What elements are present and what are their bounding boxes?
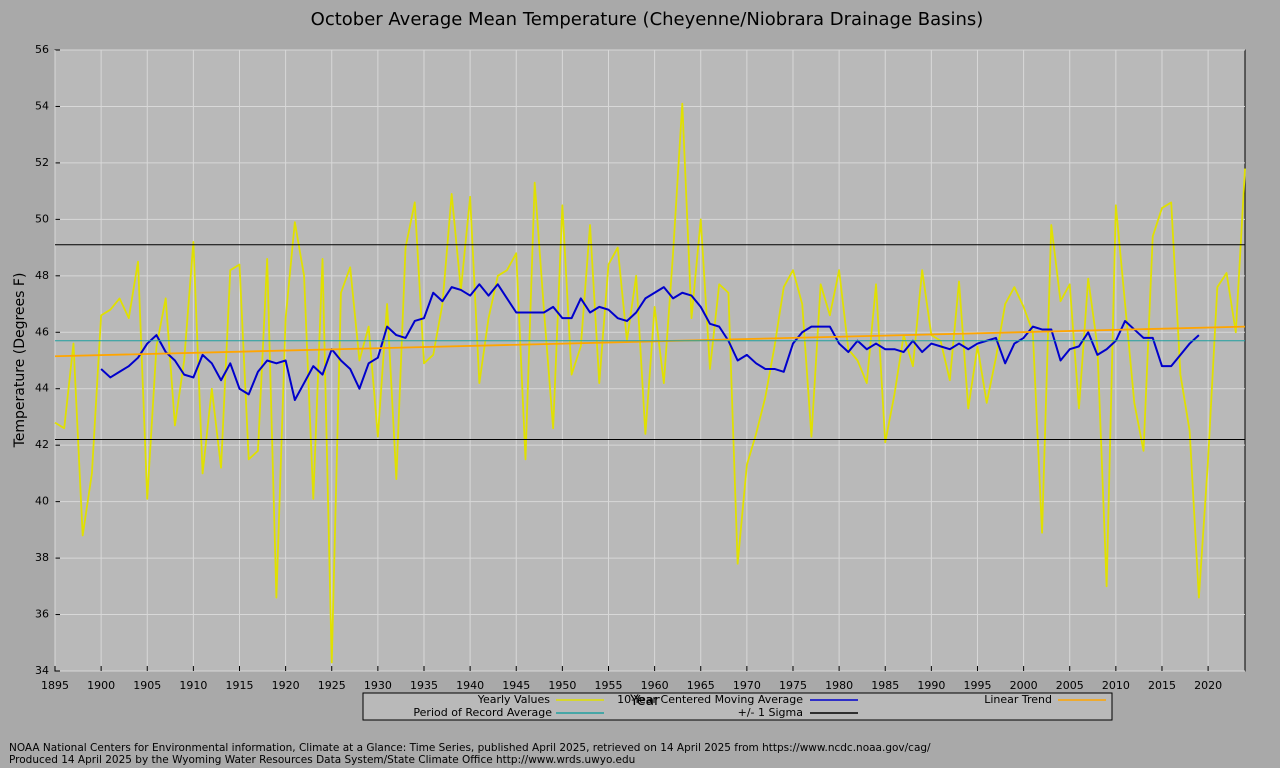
- y-tick-label: 48: [35, 269, 49, 282]
- y-tick-label: 52: [35, 156, 49, 169]
- x-tick-label: 1950: [548, 679, 576, 692]
- y-tick-label: 38: [35, 551, 49, 564]
- y-tick-label: 44: [35, 382, 49, 395]
- x-tick-label: 1905: [133, 679, 161, 692]
- x-tick-label: 1970: [733, 679, 761, 692]
- x-tick-label: 1955: [594, 679, 622, 692]
- x-tick-label: 1910: [179, 679, 207, 692]
- x-tick-label: 1985: [871, 679, 899, 692]
- x-tick-label: 1995: [963, 679, 991, 692]
- legend-label: Yearly Values: [477, 693, 551, 706]
- y-tick-label: 46: [35, 325, 49, 338]
- y-tick-label: 50: [35, 212, 49, 225]
- x-tick-label: 1920: [272, 679, 300, 692]
- series-line: [54, 102, 1246, 664]
- series-line: [100, 283, 1200, 402]
- y-tick-label: 54: [35, 99, 49, 112]
- chart-title: October Average Mean Temperature (Cheyen…: [311, 9, 984, 30]
- x-tick-label: 1940: [456, 679, 484, 692]
- x-tick-label: 2005: [1056, 679, 1084, 692]
- credit-note: Produced 14 April 2025 by the Wyoming Wa…: [9, 754, 635, 766]
- x-tick-label: 2010: [1102, 679, 1130, 692]
- y-tick-label: 40: [35, 495, 49, 508]
- y-tick-label: 36: [35, 608, 49, 621]
- legend-label: 10-Year Centered Moving Average: [617, 693, 803, 706]
- x-tick-label: 2020: [1194, 679, 1222, 692]
- x-axis-label: Year: [629, 693, 660, 709]
- y-tick-label: 56: [35, 43, 49, 56]
- x-tick-label: 1935: [410, 679, 438, 692]
- x-tick-label: 1945: [502, 679, 530, 692]
- x-tick-label: 1925: [318, 679, 346, 692]
- source-note: NOAA National Centers for Environmental …: [9, 742, 931, 754]
- y-tick-label: 34: [35, 664, 49, 677]
- x-tick-label: 1975: [779, 679, 807, 692]
- y-axis-label: Temperature (Degrees F): [12, 273, 28, 449]
- x-tick-label: 1915: [225, 679, 253, 692]
- x-tick-label: 1965: [687, 679, 715, 692]
- x-tick-label: 1895: [41, 679, 69, 692]
- x-tick-label: 1930: [364, 679, 392, 692]
- legend: [362, 692, 1113, 721]
- legend-label: +/- 1 Sigma: [738, 706, 803, 719]
- x-tick-label: 1960: [641, 679, 669, 692]
- x-tick-label: 2015: [1148, 679, 1176, 692]
- legend-label: Period of Record Average: [413, 706, 552, 719]
- y-tick-label: 42: [35, 438, 49, 451]
- legend-label: Linear Trend: [984, 693, 1052, 706]
- x-tick-label: 1900: [87, 679, 115, 692]
- x-tick-label: 1980: [825, 679, 853, 692]
- x-tick-label: 1990: [917, 679, 945, 692]
- x-tick-label: 2000: [1010, 679, 1038, 692]
- series-line: [54, 325, 1246, 358]
